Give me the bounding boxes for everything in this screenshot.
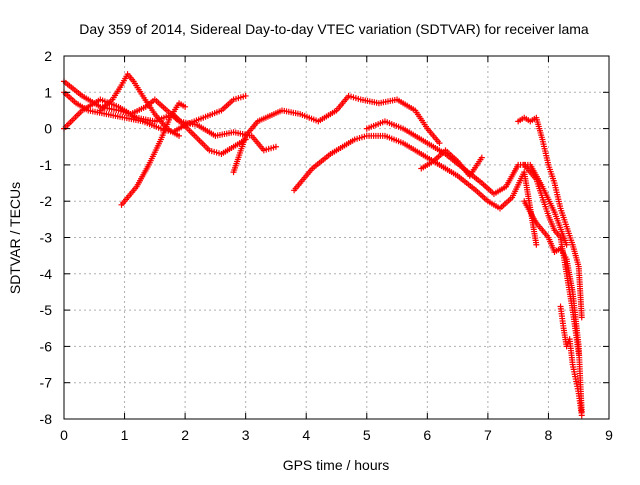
x-tick-label: 7 [484,427,492,443]
x-tick-label: 9 [605,427,613,443]
tick-labels-layer: 0 1 2 3 4 5 6 7 8 9 2 1 0 -1 -2 -3 -4 -5 -6 -7 -8 [40,48,614,443]
series-track-13 [557,303,585,419]
data-markers [515,114,585,321]
y-tick-label: 1 [44,84,52,100]
x-tick-label: 3 [242,427,250,443]
data-markers [230,92,443,176]
y-tick-label: -2 [40,193,53,209]
series-track-12 [521,161,582,357]
data-layer [61,71,585,419]
x-tick-label: 2 [181,427,189,443]
series-track-10 [515,114,585,321]
x-tick-label: 4 [302,427,310,443]
series-track-6 [230,92,443,176]
y-tick-label: -7 [40,375,53,391]
y-tick-label: -6 [40,338,53,354]
chart-title: Day 359 of 2014, Sidereal Day-to-day VTE… [79,21,589,37]
y-tick-label: -4 [40,266,53,282]
y-tick-label: -8 [40,411,53,427]
y-tick-label: 2 [44,48,52,64]
y-axis-label: SDTVAR / TECUs [7,182,23,294]
ticks-layer [63,55,610,420]
data-markers [118,100,189,208]
x-axis-label: GPS time / hours [283,457,390,473]
x-tick-label: 8 [545,427,553,443]
y-tick-label: -1 [40,157,53,173]
data-markers [97,71,183,139]
series-track-4 [97,71,183,139]
x-tick-label: 6 [423,427,431,443]
y-tick-label: -3 [40,230,53,246]
y-tick-label: -5 [40,302,53,318]
series-track-5 [118,100,189,208]
data-markers [557,303,585,419]
x-tick-label: 0 [60,427,68,443]
data-markers [418,147,485,179]
series-track-9 [418,147,485,179]
x-tick-label: 5 [363,427,371,443]
x-tick-label: 1 [121,427,129,443]
y-tick-label: 0 [44,121,52,137]
data-markers [521,161,582,357]
